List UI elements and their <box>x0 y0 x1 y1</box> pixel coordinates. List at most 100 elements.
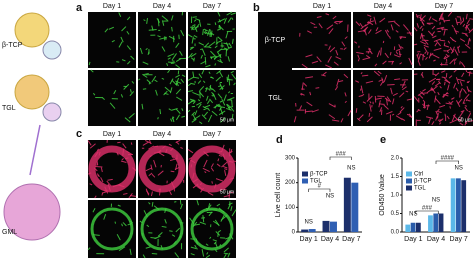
legend-swatch <box>406 171 412 177</box>
micrograph <box>138 69 186 126</box>
cell <box>225 31 229 39</box>
cell <box>437 112 439 119</box>
cell <box>87 172 92 175</box>
bar <box>428 215 433 232</box>
cell <box>157 117 159 120</box>
cell <box>141 103 144 110</box>
cell <box>226 107 232 111</box>
cell <box>230 107 235 112</box>
cell <box>159 36 167 40</box>
cell <box>148 172 153 177</box>
cell <box>175 64 181 69</box>
cell <box>215 178 224 182</box>
cell <box>122 143 127 149</box>
micrograph <box>87 200 136 258</box>
cell <box>426 51 429 55</box>
cell <box>223 42 229 45</box>
cell <box>157 232 163 237</box>
row-label: TGL <box>268 95 282 102</box>
y-tick-label: 2.0 <box>391 156 400 162</box>
cell <box>97 174 100 177</box>
cell <box>446 115 450 120</box>
cell <box>464 43 471 49</box>
cell <box>207 107 211 111</box>
cell <box>399 62 403 65</box>
cell <box>116 152 119 156</box>
cell <box>146 17 148 24</box>
y-tick-label: 300 <box>285 156 296 162</box>
cell <box>216 40 223 44</box>
cell <box>451 24 454 28</box>
cell <box>328 114 336 120</box>
cell <box>375 29 382 34</box>
cell <box>218 154 222 157</box>
cell <box>433 38 441 43</box>
x-tick-label: Day 7 <box>450 236 468 243</box>
cell <box>443 42 446 46</box>
bar <box>456 178 461 232</box>
cell <box>228 78 231 86</box>
cell <box>453 61 456 65</box>
cell <box>341 41 346 47</box>
cell <box>124 117 131 123</box>
bar <box>438 213 444 232</box>
cell <box>190 57 195 61</box>
cell <box>439 39 446 42</box>
x-tick-label: Day 4 <box>427 236 445 243</box>
cell <box>455 17 459 26</box>
cell <box>393 21 400 27</box>
cell <box>121 26 127 32</box>
cell <box>427 23 431 25</box>
bar <box>410 222 416 232</box>
cell <box>423 44 429 48</box>
cell <box>379 17 386 23</box>
cell <box>219 85 225 90</box>
cell <box>334 86 339 91</box>
cell <box>224 170 227 176</box>
annotation: #### <box>441 156 455 162</box>
cell <box>121 223 123 227</box>
cell <box>406 113 410 116</box>
cell <box>438 80 442 85</box>
cell <box>192 221 198 228</box>
cell <box>357 114 364 121</box>
cell <box>202 105 208 110</box>
cell <box>445 102 452 105</box>
cell <box>158 149 162 153</box>
cell <box>382 60 387 65</box>
cell <box>421 21 425 25</box>
cell <box>299 105 303 110</box>
cell <box>150 191 153 197</box>
cell <box>146 79 152 84</box>
cell <box>395 51 399 55</box>
cell <box>93 167 98 172</box>
cell <box>130 220 134 224</box>
cell <box>220 117 226 123</box>
cell <box>164 92 169 95</box>
significance-bracket <box>415 210 439 214</box>
cell <box>192 172 195 179</box>
cell <box>431 87 436 94</box>
cell <box>379 81 384 86</box>
cell <box>214 183 217 189</box>
cell <box>464 33 469 37</box>
cell <box>129 248 132 255</box>
cell <box>175 57 182 63</box>
cell <box>326 24 334 30</box>
cell <box>333 21 338 25</box>
x-tick-label: Day 1 <box>404 236 422 243</box>
cell <box>366 55 371 59</box>
micrograph <box>413 11 474 68</box>
cell <box>175 139 181 143</box>
cell <box>469 38 471 42</box>
cell <box>464 106 469 112</box>
cell <box>442 94 445 98</box>
cell <box>421 28 424 32</box>
cell <box>420 71 424 76</box>
cell <box>169 78 174 85</box>
cell <box>104 28 109 33</box>
cell <box>438 13 443 21</box>
scaffold-icon <box>14 74 50 110</box>
cell <box>207 191 214 196</box>
schematic-label: β-TCP <box>2 42 23 49</box>
